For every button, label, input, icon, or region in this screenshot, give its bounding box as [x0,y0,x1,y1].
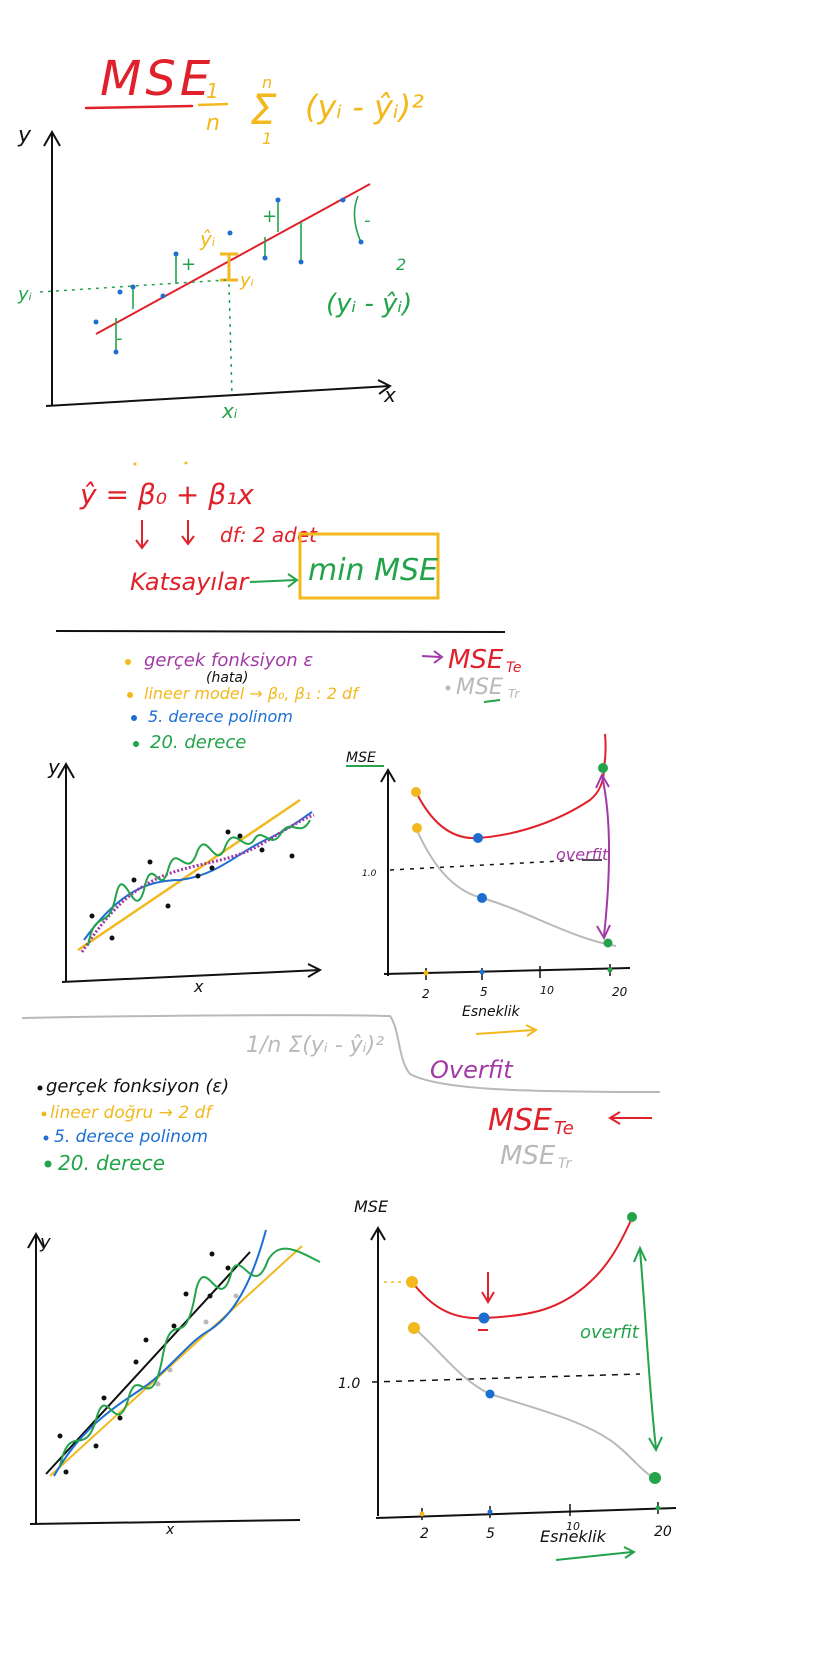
residual-plus-2: + [262,206,277,227]
formula-frac-den: n [206,111,220,136]
section-divider-2 [21,1014,661,1093]
mse-test-label: MSE [448,645,504,675]
s4-tick-20: 20 [654,1524,672,1540]
label-yhat-i: ŷᵢ [199,227,216,251]
section3-legend: gerçek fonksiyon ε (hata) lineer model →… [125,645,521,753]
s3-true-function [80,813,315,953]
s4-linear-fit [49,1245,303,1477]
axis-y-label: y [17,123,32,148]
legend-hata: (hata) [206,670,248,686]
legend-5th-degree: 5. derece polinom [148,707,293,726]
s3-linear-fit [77,798,301,952]
s4-legend-true-function: gerçek fonksiyon (ε) [46,1076,229,1097]
s4-tick-2: 2 [420,1526,429,1542]
section4-notes: 1/n Σ(yᵢ - ŷᵢ)² Overfit gerçek fonksiyon… [37,1033,652,1175]
s4-poly5-fit [53,1229,267,1477]
residual-expression: (yᵢ - ŷᵢ) [326,289,412,319]
s4-axis-y: y [39,1232,51,1253]
formula-sum-top: n [262,73,272,92]
residual-plus-1: + [181,254,196,275]
s4-overfit-label: overfit [580,1322,640,1343]
s4-overfit-big: Overfit [430,1056,514,1084]
mse-title-group: MSE 1 n n Σ 1 (yᵢ - ŷᵢ)² [84,51,424,148]
formula-sum-bottom: 1 [262,129,272,148]
formula-body: (yᵢ - ŷᵢ)² [305,88,424,126]
legend-linear-model: lineer model → β₀, β₁ : 2 df [144,684,360,703]
section3-mse-chart: MSE 2 5 10 20 Esneklik 1.0 overfit [346,733,631,1037]
katsayilar-label: Katsayılar [130,568,250,596]
mse-train-sub: Tr [508,687,520,701]
min-mse-label: min MSE [308,553,438,588]
mse-train-label: MSE [456,675,503,700]
s4-poly20-fit [59,1247,321,1467]
s3-poly20-fit [87,819,311,947]
legend-true-function: gerçek fonksiyon ε [144,650,313,671]
s3-tick-20: 20 [612,985,628,999]
mse-title: MSE [100,51,214,107]
s3-level-label: 1.0 [362,869,377,879]
s3-tick-2: 2 [422,987,430,1001]
s4-true-function [45,1251,251,1475]
s3-axis-x: x [193,977,204,996]
label-y-i-axis: yᵢ [17,284,32,305]
section3-fit-plot: y x [47,755,323,996]
s4-formula: 1/n Σ(yᵢ - ŷᵢ)² [246,1033,384,1058]
s4-tick-10: 10 [566,1520,580,1533]
s3-test-curve [415,767,605,840]
legend-20th-degree: 20. derece [150,732,246,753]
section4-fit-plot: y x [27,1229,321,1538]
label-y-i: yᵢ [239,270,254,291]
formula-sum-sign: Σ [250,85,277,134]
s4-mse-test-sub: Te [554,1118,574,1139]
s4-level-label: 1.0 [338,1376,360,1392]
regression-plot: y x + + - - ŷᵢ yᵢ [17,123,412,423]
label-x-i: xᵢ [221,399,238,423]
s4-test-curve [411,1217,633,1320]
s4-legend-5th: 5. derece polinom [54,1127,208,1147]
s4-overfit-arrow [639,1249,657,1449]
regression-line [95,183,371,335]
section4-mse-chart: MSE 2 5 10 20 Esneklik 1.0 overfit [338,1197,677,1561]
s3-overfit-arrow [601,775,610,937]
s3-axis-y: y [47,755,61,779]
residual-minus-2: - [364,210,371,231]
min-mse-box [298,532,440,600]
s4-legend-linear: lineer doğru → 2 df [50,1103,214,1123]
s3-tick-10: 10 [540,984,554,997]
formula-frac-num: 1 [206,79,219,103]
axis-x-label: x [383,383,396,407]
s3-overfit-label: overfit [556,845,609,864]
linear-equation: ŷ = β₀ + β₁x [79,478,254,511]
linear-model-notes: ŷ = β₀ + β₁x df: 2 adet Katsayılar min M… [79,461,440,600]
s4-mse-test-label: MSE [488,1103,552,1138]
s4-mse-train-sub: Tr [558,1156,572,1172]
s4-chart-x-label: Esneklik [540,1527,607,1546]
s3-chart-y-label: MSE [346,750,376,766]
s4-axis-x: x [165,1522,175,1538]
s4-tick-5: 5 [486,1526,495,1542]
s3-chart-x-label: Esneklik [462,1004,521,1020]
s4-legend-20th: 20. derece [58,1151,165,1175]
residual-power: 2 [396,255,406,274]
s4-chart-y-label: MSE [354,1197,389,1216]
s3-tick-5: 5 [480,985,488,999]
mse-test-sub: Te [506,660,521,676]
s4-mse-train-label: MSE [500,1141,556,1171]
residual-minus-1: - [116,328,123,349]
s4-train-curve [413,1327,655,1479]
section-divider-1 [55,630,506,633]
